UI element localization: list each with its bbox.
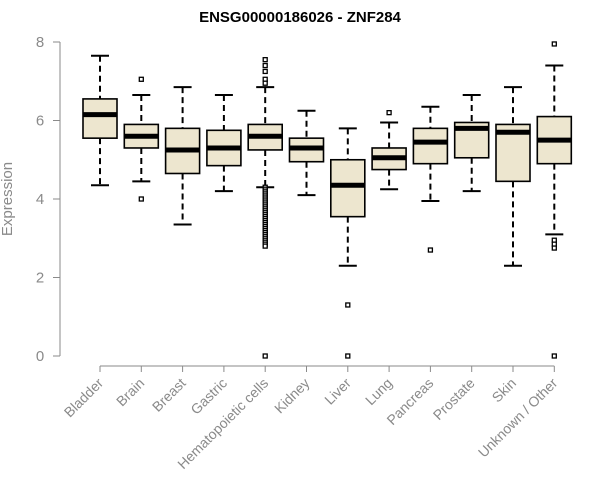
outlier-point [262,68,268,75]
outlier-point [262,80,268,86]
outlier-point [262,57,268,63]
outlier-point [262,353,268,359]
outlier-point [345,302,351,308]
y-axis-label: Expression [0,162,16,236]
outlier-point [262,243,268,249]
x-tick-label: Kidney [271,375,313,417]
y-tick-label: 0 [36,348,44,365]
x-tick-label: Brain [113,375,147,409]
box-12 [536,41,573,359]
box-7 [329,127,366,359]
box-6 [288,109,325,197]
y-tick-label: 6 [36,113,44,130]
x-tick-label: Liver [321,375,354,408]
outlier-point [345,353,351,359]
box-3 [164,86,201,226]
box-8 [371,110,407,191]
box-10 [453,93,490,193]
outlier-point [551,41,557,47]
boxes [82,41,573,359]
x-tick-label: Prostate [430,375,478,423]
y-tick-label: 2 [36,270,44,287]
y-tick-label: 8 [36,34,44,51]
box-1 [82,54,118,187]
x-tick-label: Lung [362,375,395,408]
outlier-point [386,110,392,116]
x-tick-label: Skin [489,375,520,406]
axes: 0 2 4 6 8 [36,34,555,372]
box-2 [123,76,160,202]
iqr-box [82,98,118,139]
box-4 [206,93,242,193]
outlier-point [551,245,557,251]
box-11 [495,86,531,267]
iqr-box [412,127,449,165]
box-5 [247,57,283,359]
box-9 [412,105,449,253]
x-tick-label: Bladder [61,375,107,421]
iqr-box [329,158,366,218]
outlier-point [262,62,268,69]
x-tick-label: Breast [149,375,189,415]
outlier-point [551,353,557,359]
outlier-point [138,196,144,202]
chart-title: ENSG00000186026 - ZNF284 [199,9,401,26]
y-tick-label: 4 [36,191,44,208]
outlier-point [138,76,144,82]
outlier-point [427,247,434,253]
